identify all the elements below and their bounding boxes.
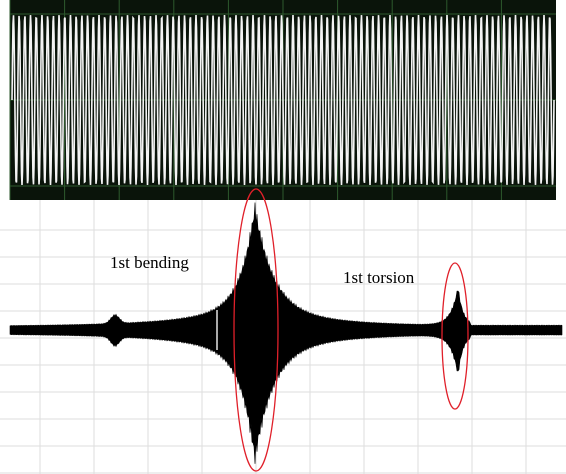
screenshot: 1st bending 1st torsion bbox=[0, 0, 566, 474]
torsion-label: 1st torsion bbox=[343, 268, 415, 287]
bending-label: 1st bending bbox=[110, 253, 189, 272]
